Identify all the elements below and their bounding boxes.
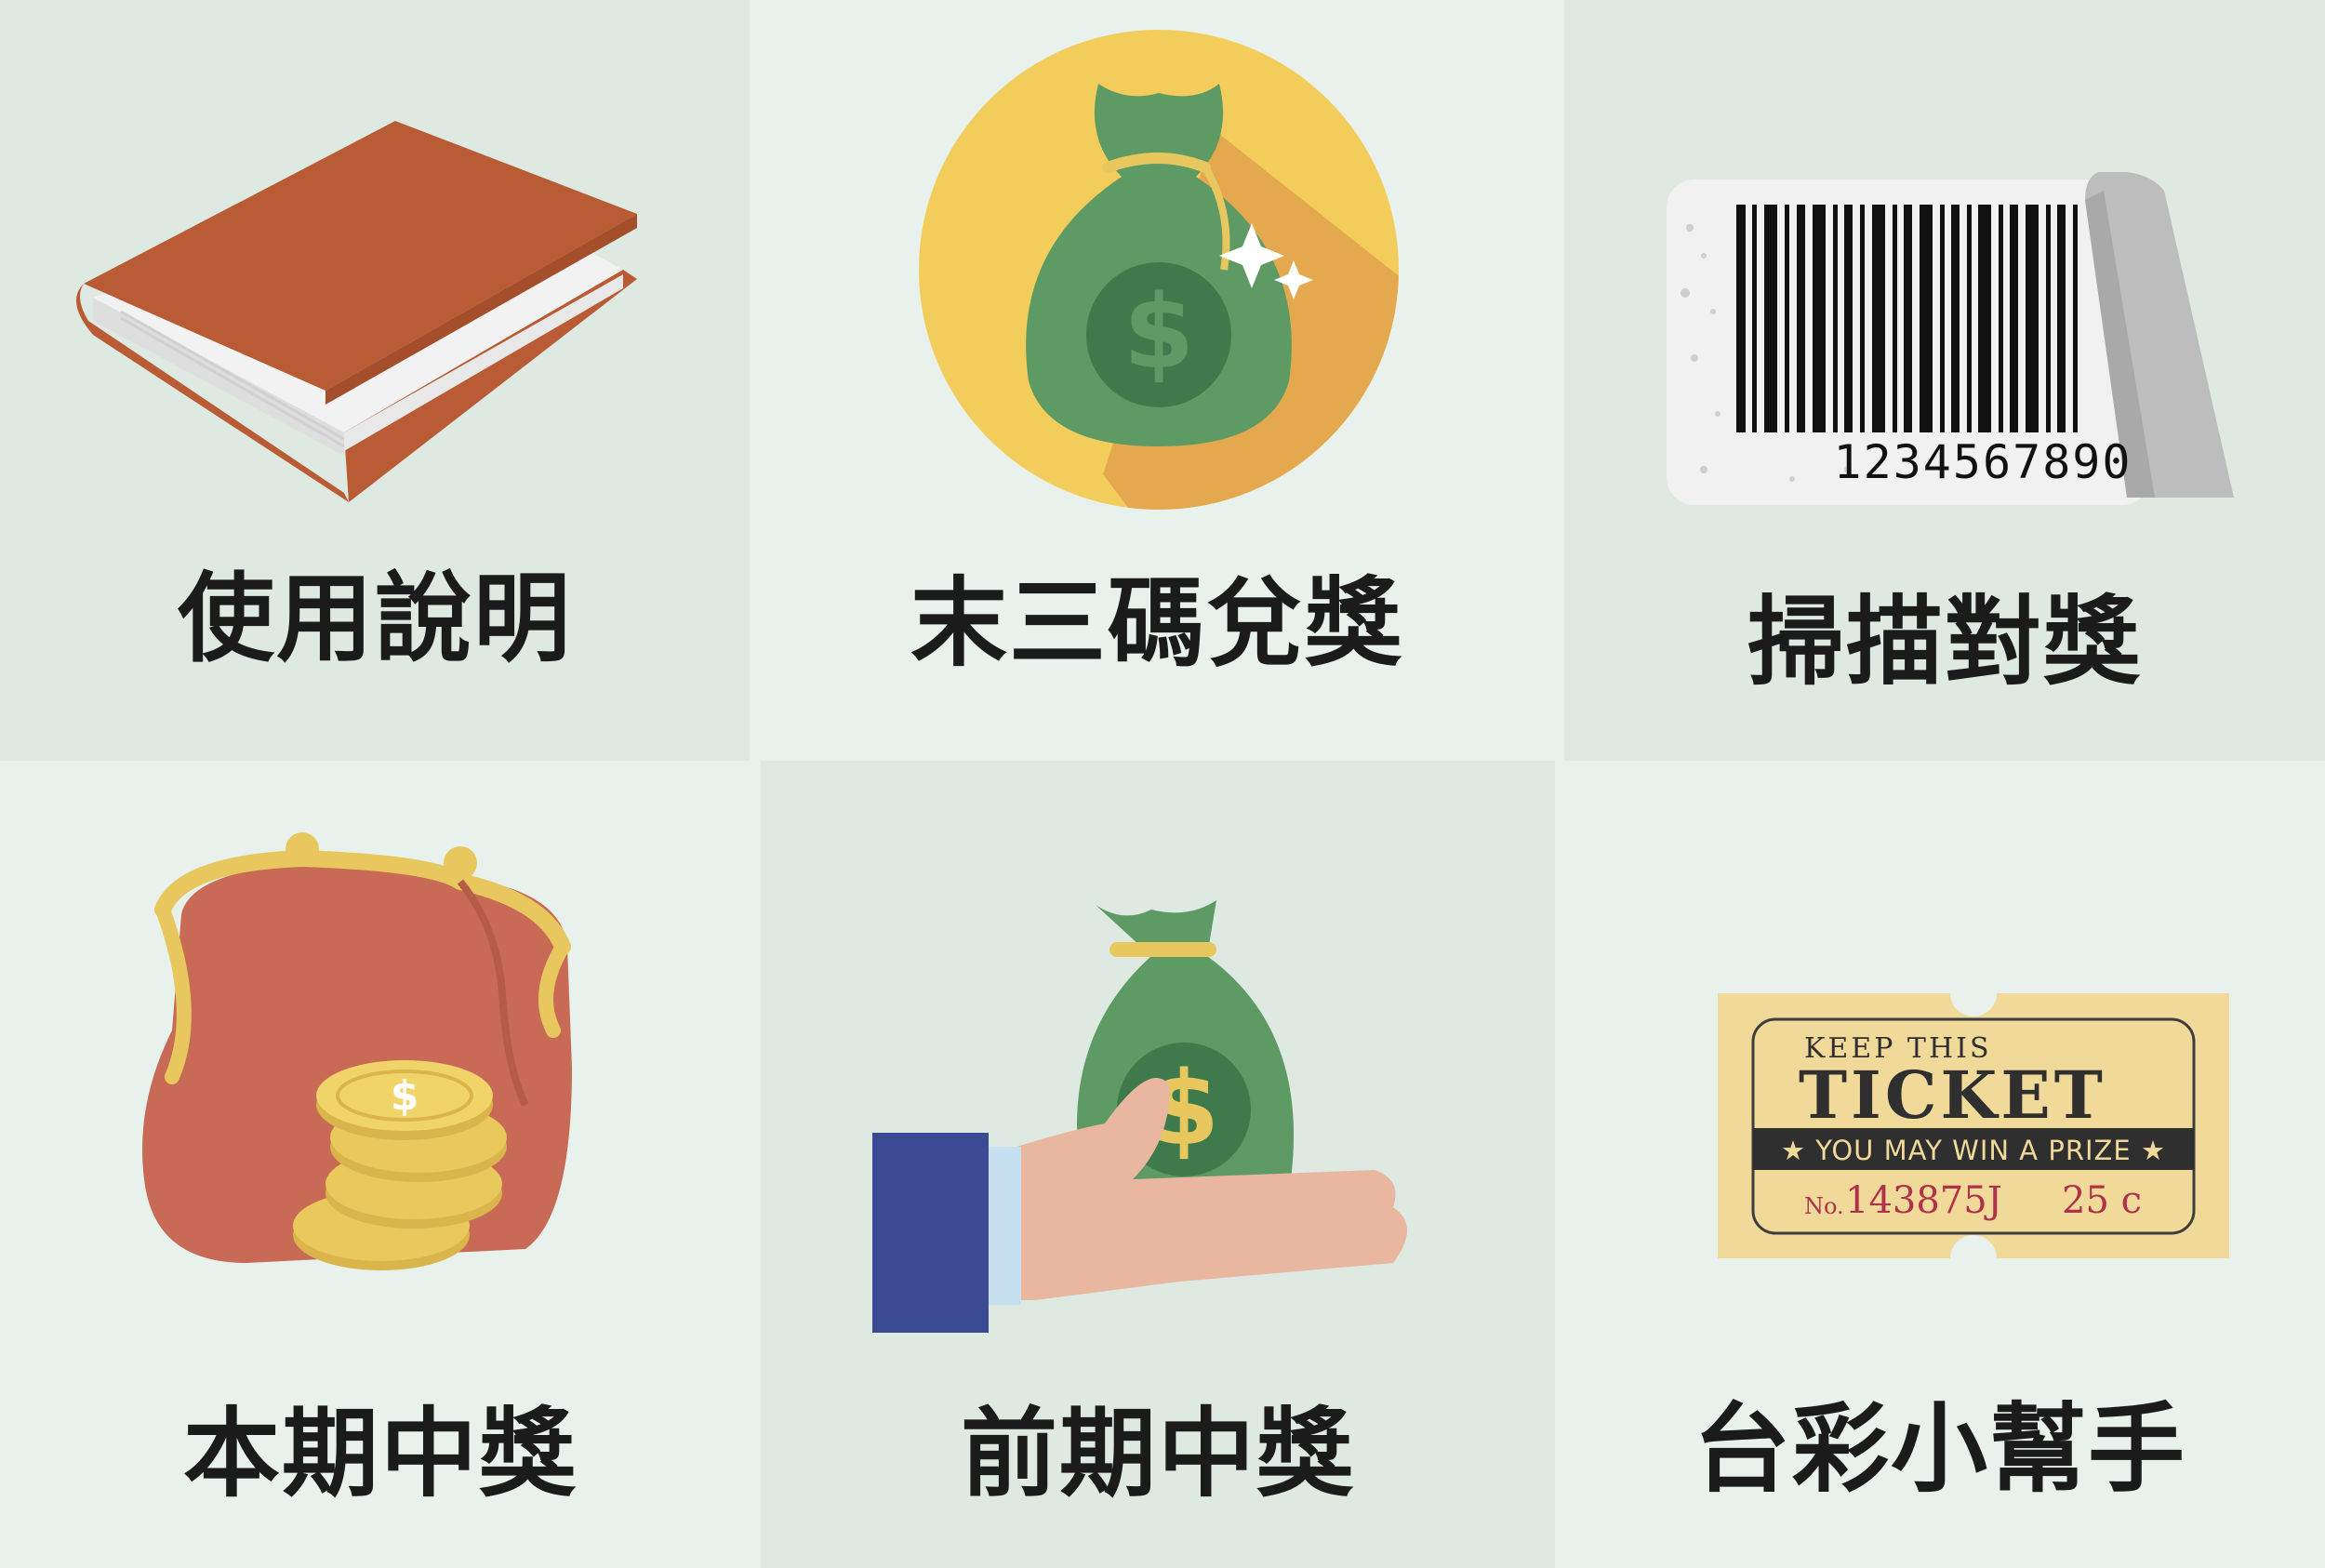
ticket-number: 143875J <box>1845 1179 2002 1222</box>
menu-item-label: 掃描對獎 <box>1747 585 2142 698</box>
menu-item-label: 末三碼兌獎 <box>910 566 1403 680</box>
menu-item-last-three-digits[interactable]: $ 末三碼兌獎 <box>750 0 1564 761</box>
hand-money-bag-icon: $ <box>872 900 1407 1333</box>
menu-item-label: 使用說明 <box>177 562 572 675</box>
money-bag-icon: $ <box>919 30 1399 510</box>
svg-text:$: $ <box>1123 272 1195 392</box>
ticket-title: TICKET <box>1799 1056 2106 1134</box>
menu-item-label: 前期中獎 <box>960 1397 1355 1510</box>
ticket-number-label: No. <box>1804 1193 1844 1219</box>
ticket-banner: ★ YOU MAY WIN A PRIZE ★ <box>1781 1135 2166 1166</box>
menu-item-scan-check[interactable]: 1234567890 掃描對獎 <box>1564 0 2325 761</box>
menu-item-lottery-helper[interactable]: KEEP THIS TICKET ★ YOU MAY WIN A PRIZE ★… <box>1555 761 2325 1568</box>
book-icon <box>76 121 637 502</box>
ticket-keep-this: KEEP THIS <box>1804 1032 1992 1065</box>
barcode-digits: 1234567890 <box>1833 435 2132 489</box>
ticket-price: 25 c <box>2062 1179 2143 1222</box>
barcode-icon <box>1667 172 2234 505</box>
lottery-ticket-icon <box>1718 993 2229 1258</box>
menu-item-label: 台彩小幫手 <box>1693 1392 2186 1506</box>
menu-item-current-winners[interactable]: $ 本期中獎 <box>0 761 761 1568</box>
menu-item-instructions[interactable]: 使用說明 <box>0 0 750 761</box>
menu-item-previous-winners[interactable]: $ 前期中獎 <box>761 761 1555 1568</box>
svg-text:$: $ <box>391 1072 419 1120</box>
coin-purse-icon: $ <box>142 832 572 1270</box>
menu-item-label: 本期中獎 <box>182 1397 578 1510</box>
